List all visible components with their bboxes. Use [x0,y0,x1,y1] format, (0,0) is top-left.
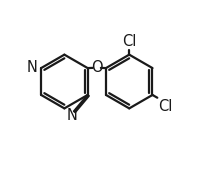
Text: N: N [67,108,77,123]
Text: Cl: Cl [122,34,136,49]
Text: Cl: Cl [158,99,173,114]
Text: N: N [26,60,37,75]
Text: O: O [91,60,103,75]
